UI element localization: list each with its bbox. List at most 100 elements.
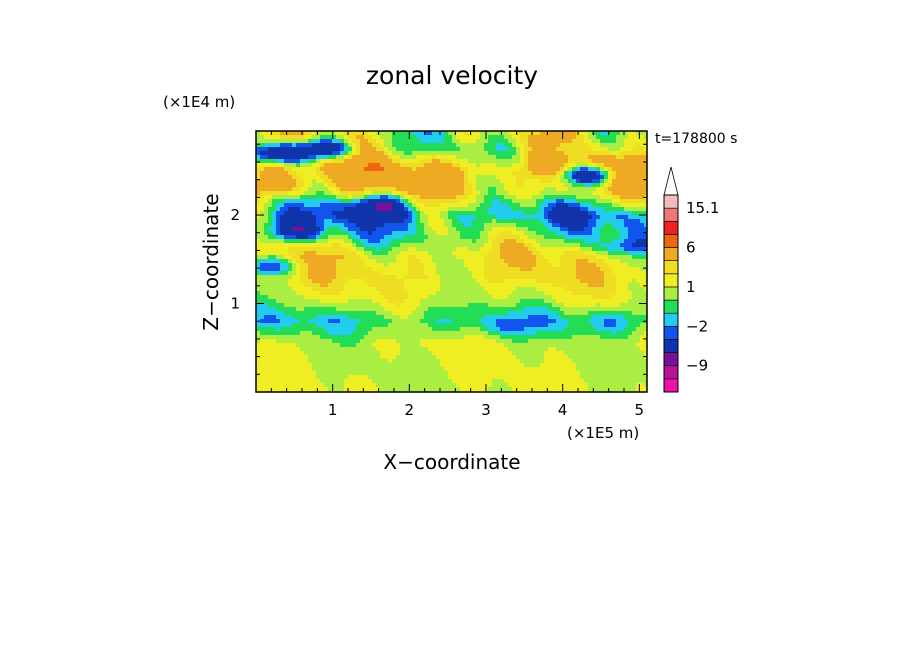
contour-cell — [312, 195, 317, 200]
contour-cell — [396, 311, 401, 316]
contour-cell — [328, 151, 333, 156]
contour-cell — [568, 291, 573, 296]
contour-cell — [504, 255, 509, 260]
contour-cell — [536, 259, 541, 264]
contour-cell — [536, 131, 541, 136]
contour-cell — [360, 187, 365, 192]
contour-cell — [272, 131, 277, 136]
contour-cell — [544, 223, 549, 228]
contour-cell — [404, 235, 409, 240]
contour-cell — [480, 143, 485, 148]
contour-cell — [508, 251, 513, 256]
contour-cell — [596, 235, 601, 240]
contour-cell — [364, 179, 369, 184]
contour-cell — [344, 187, 349, 192]
contour-cell — [472, 227, 477, 232]
contour-cell — [532, 179, 537, 184]
contour-cell — [476, 331, 481, 336]
contour-cell — [488, 275, 493, 280]
contour-cell — [408, 251, 413, 256]
contour-cell — [264, 255, 269, 260]
contour-cell — [580, 235, 585, 240]
contour-cell — [584, 207, 589, 212]
contour-cell — [536, 295, 541, 300]
contour-cell — [492, 319, 497, 324]
contour-cell — [440, 243, 445, 248]
contour-cell — [412, 207, 417, 212]
contour-cell — [584, 259, 589, 264]
contour-cell — [284, 243, 289, 248]
contour-cell — [480, 267, 485, 272]
contour-cell — [284, 167, 289, 172]
contour-cell — [384, 235, 389, 240]
contour-cell — [612, 295, 617, 300]
contour-cell — [580, 223, 585, 228]
contour-cell — [272, 267, 277, 272]
contour-cell — [428, 199, 433, 204]
contour-cell — [420, 219, 425, 224]
contour-cell — [356, 279, 361, 284]
contour-cell — [316, 247, 321, 252]
contour-cell — [552, 235, 557, 240]
contour-cell — [460, 135, 465, 140]
contour-cell — [600, 259, 605, 264]
contour-cell — [484, 319, 489, 324]
contour-cell — [536, 187, 541, 192]
contour-cell — [368, 247, 373, 252]
contour-cell — [536, 147, 541, 152]
contour-cell — [316, 267, 321, 272]
contour-cell — [596, 315, 601, 320]
contour-cell — [632, 207, 637, 212]
contour-cell — [308, 203, 313, 208]
contour-cell — [592, 203, 597, 208]
contour-cell — [260, 271, 265, 276]
contour-cell — [404, 207, 409, 212]
contour-cell — [392, 155, 397, 160]
contour-cell — [404, 243, 409, 248]
contour-cell — [512, 159, 517, 164]
contour-cell — [492, 243, 497, 248]
contour-cell — [392, 271, 397, 276]
contour-cell — [296, 331, 301, 336]
contour-cell — [304, 275, 309, 280]
contour-cell — [596, 319, 601, 324]
contour-cell — [336, 267, 341, 272]
contour-cell — [296, 179, 301, 184]
contour-cell — [432, 219, 437, 224]
contour-cell — [388, 143, 393, 148]
contour-cell — [504, 303, 509, 308]
contour-cell — [316, 327, 321, 332]
contour-cell — [428, 131, 433, 136]
contour-cell — [568, 275, 573, 280]
contour-cell — [436, 247, 441, 252]
contour-cell — [464, 155, 469, 160]
contour-cell — [348, 147, 353, 152]
contour-cell — [408, 275, 413, 280]
contour-cell — [324, 227, 329, 232]
contour-cell — [432, 295, 437, 300]
contour-cell — [476, 135, 481, 140]
contour-cell — [620, 171, 625, 176]
contour-cell — [368, 283, 373, 288]
contour-cell — [568, 163, 573, 168]
contour-cell — [420, 299, 425, 304]
contour-cell — [268, 231, 273, 236]
contour-cell — [276, 199, 281, 204]
contour-cell — [328, 255, 333, 260]
contour-cell — [256, 315, 261, 320]
contour-cell — [460, 287, 465, 292]
contour-cell — [436, 179, 441, 184]
contour-cell — [596, 247, 601, 252]
contour-cell — [636, 307, 641, 312]
contour-cell — [316, 263, 321, 268]
contour-cell — [320, 283, 325, 288]
contour-cell — [508, 263, 513, 268]
contour-cell — [452, 207, 457, 212]
contour-cell — [516, 195, 521, 200]
contour-cell — [528, 139, 533, 144]
contour-cell — [616, 275, 621, 280]
contour-cell — [488, 243, 493, 248]
contour-cell — [612, 283, 617, 288]
contour-cell — [264, 287, 269, 292]
contour-cell — [392, 143, 397, 148]
